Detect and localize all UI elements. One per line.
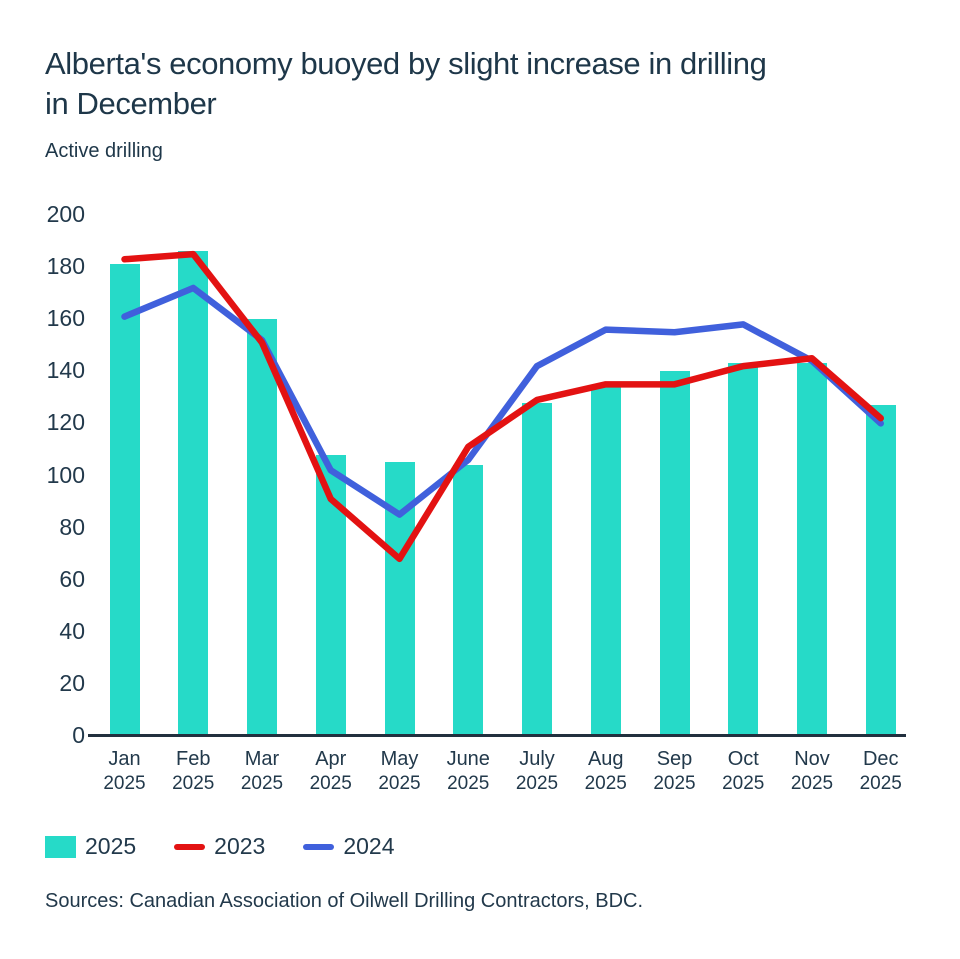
bar-2025-Jan: [109, 264, 140, 736]
bar-2025-Apr: [315, 454, 346, 736]
x-axis-month: Jan: [108, 748, 141, 770]
x-axis-label-Aug: Aug 2025: [571, 746, 640, 796]
x-axis-label-Mar: Mar 2025: [228, 746, 297, 796]
bar-2025-Sep: [659, 371, 690, 736]
chart-plot-area: 0 20 40 60 80 100 120 140 160 180 200 Jan 2025 Feb 20…: [46, 200, 915, 796]
x-axis-year: 2025: [515, 773, 559, 794]
legend-item-2025: 2025: [45, 833, 136, 860]
legend-label-2023: 2023: [214, 833, 266, 859]
y-axis-tick-label: 0: [72, 721, 85, 748]
legend-swatch-2024: [303, 843, 335, 850]
x-axis-label-May: May 2025: [365, 746, 434, 796]
y-axis-tick-label: 140: [46, 357, 85, 384]
bar-2025-June: [453, 465, 484, 736]
line-2024: [121, 284, 884, 518]
x-axis-label-Oct: Oct 2025: [709, 746, 778, 796]
x-axis-month: May: [380, 748, 419, 770]
x-axis-month: Feb: [176, 748, 211, 770]
y-axis-tick-label: 180: [46, 253, 85, 280]
x-axis-label-Jan: Jan 2025: [90, 746, 159, 796]
x-axis-label-Feb: Feb 2025: [159, 746, 228, 796]
bar-2025-Feb: [178, 251, 209, 736]
y-axis-tick-label: 80: [59, 513, 85, 540]
x-axis-month: Oct: [727, 748, 759, 770]
bar-2025-Oct: [728, 363, 759, 736]
x-axis-label-Sep: Sep 2025: [640, 746, 709, 796]
bar-2025-Dec: [865, 405, 896, 736]
x-axis-year: 2025: [790, 773, 834, 794]
y-axis-tick-label: 60: [59, 565, 85, 592]
x-axis-year: 2025: [859, 773, 902, 794]
x-axis-month: June: [446, 748, 490, 770]
x-axis-label-Nov: Nov 2025: [778, 746, 847, 796]
x-axis-year: 2025: [378, 773, 421, 794]
bar-2025-Nov: [797, 363, 827, 736]
bar-2025-May: [384, 462, 415, 736]
x-axis-label-Apr: Apr 2025: [296, 746, 365, 796]
chart-subtitle: Active drilling: [45, 140, 163, 162]
y-axis-tick-label: 200: [46, 200, 85, 227]
x-axis-year: 2025: [103, 773, 146, 794]
y-axis-tick-label: 20: [59, 669, 85, 696]
y-axis-tick-label: 120: [46, 409, 85, 436]
x-axis-month: Dec: [862, 748, 899, 770]
x-axis-label-June: June 2025: [434, 746, 503, 796]
x-axis-year: 2025: [722, 773, 765, 794]
x-axis-label-Dec: Dec 2025: [846, 746, 915, 796]
y-axis-tick-label: 160: [46, 305, 85, 332]
x-axis-month: Aug: [587, 748, 624, 770]
x-axis-year: 2025: [653, 773, 696, 794]
bar-2025-Mar: [247, 319, 277, 736]
y-axis-tick-label: 100: [46, 461, 85, 488]
x-axis-line: [88, 734, 906, 737]
y-axis-tick-label: 40: [59, 617, 85, 644]
x-axis-year: 2025: [172, 773, 215, 794]
source-text: Sources: Canadian Association of Oilwell…: [45, 890, 644, 912]
x-axis-month: Nov: [794, 748, 830, 770]
legend-item-2023: 2023: [174, 833, 265, 860]
x-axis-month: Sep: [656, 748, 693, 770]
legend-item-2024: 2024: [303, 833, 395, 860]
legend-label-2025: 2025: [85, 833, 137, 859]
x-axis-month: July: [519, 748, 555, 770]
chart-legend: 2025 2023 2024: [45, 833, 433, 860]
bar-2025-Aug: [590, 386, 621, 736]
legend-swatch-2025: [45, 835, 76, 858]
bar-2025-July: [522, 402, 552, 736]
x-axis-month: Mar: [244, 748, 280, 770]
x-axis-month: Apr: [315, 748, 347, 770]
x-axis-year: 2025: [584, 773, 627, 794]
legend-label-2024: 2024: [343, 833, 395, 859]
x-axis-year: 2025: [309, 773, 352, 794]
chart-title: Alberta's economy buoyed by slight incre…: [45, 46, 767, 121]
x-axis-year: 2025: [447, 773, 490, 794]
x-axis-label-July: July 2025: [503, 746, 572, 796]
line-2023: [121, 250, 884, 563]
legend-swatch-2023: [174, 843, 206, 850]
x-axis-year: 2025: [240, 773, 284, 794]
